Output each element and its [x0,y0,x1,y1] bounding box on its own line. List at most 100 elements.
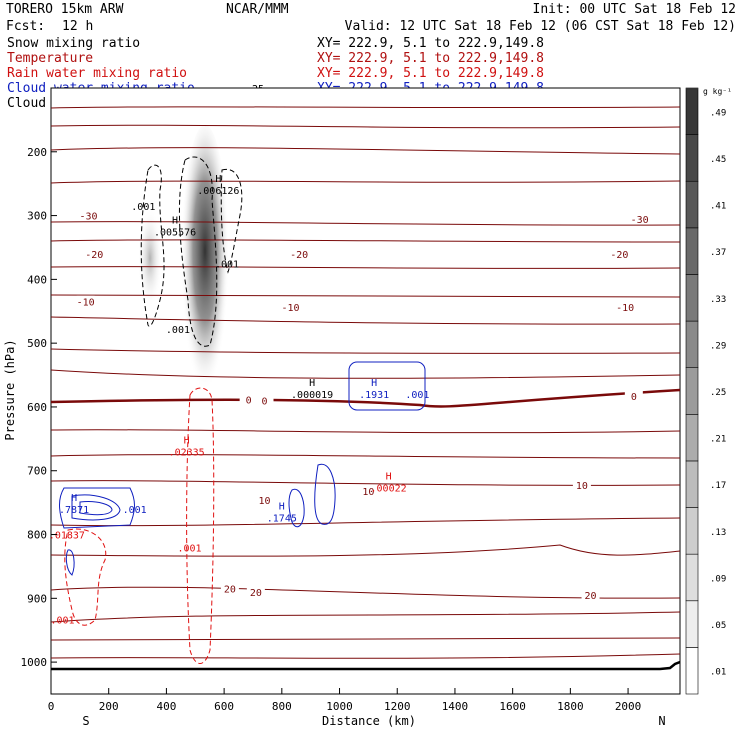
extremum-letter: H [279,501,285,512]
y-tick-label: 1000 [21,656,48,669]
isotherm-label: -10 [281,303,299,314]
rain-contour [186,387,215,664]
isotherm-line [51,454,680,459]
isotherm-label: -20 [610,250,628,261]
isotherm-label-bg [616,300,635,312]
extremum-value: .02335 [169,448,205,459]
snow-contour [140,164,165,327]
snow-contour [220,168,243,274]
colorbar-tick-label: .05 [710,621,726,631]
isotherm-line [51,429,680,434]
field-name: Snow mixing ratio [7,36,140,51]
isotherm-line [51,653,680,659]
x-tick-label: 600 [214,700,234,713]
isotherm-label: 20 [250,588,262,599]
extremum-letter: H [215,174,221,185]
isotherm-label-bg [246,585,265,597]
isotherm-label: 20 [224,585,236,596]
cloud-water-contour [59,487,135,529]
isotherm-label: -30 [631,215,649,226]
isotherm-line [51,106,680,109]
isotherm-label: 0 [631,392,637,403]
forecast-label: Fcst: [6,19,45,34]
colorbar-swatch [685,507,699,555]
temperature-isotherms [51,106,680,659]
colorbar-swatch [685,553,699,602]
extremum-value: .001 [50,615,74,626]
isotherm-label: 0 [246,395,252,406]
colorbar-tick-label: .25 [710,388,726,398]
y-tick-label: 600 [27,401,47,414]
isotherm-line [51,239,680,243]
isotherm-label: 10 [362,487,374,498]
y-axis-title: Pressure (hPa) [3,339,17,440]
field-cross-section: XY= 222.9, 5.1 to 222.9,149.8 [317,51,544,66]
extremum-letter: H [386,471,392,482]
x-tick-label: 800 [272,700,292,713]
colorbar-swatch [685,87,699,135]
isotherm-line [51,147,680,155]
isotherm-label: -10 [616,303,634,314]
north-end-label: N [658,714,665,728]
field-cross-section: XY= 222.9, 5.1 to 222.9,149.8 [317,66,544,81]
isotherm-line [51,369,680,379]
isotherm-line [51,348,680,354]
colorbar-tick-label: .21 [710,435,726,445]
extremum-value: .7871 [59,505,89,516]
isotherm-label: -20 [85,250,103,261]
colorbar-tick-label: .41 [710,202,726,212]
extremum-value: .005576 [154,228,196,239]
isotherm-line [51,266,680,269]
organization: NCAR/MMM [226,2,289,17]
init-time: Init: 00 UTC Sat 18 Feb 12 [533,2,737,17]
isotherm-label-bg [76,295,95,307]
x-tick-label: 2000 [615,700,642,713]
isotherm-label: -10 [77,298,95,309]
isotherm-label-bg [255,494,274,506]
isotherm-label-bg [290,247,309,259]
rain-contours [64,387,215,664]
colorbar-swatch [685,460,699,508]
extremum-letter: H [71,493,77,504]
colorbar-swatch [685,227,699,275]
x-axis: 0 200 400 600 800 1000 1200 1400 1600 1800 2000 [48,688,642,713]
model-title: TORERO 15km ARW [6,2,124,17]
y-tick-label: 400 [27,273,47,286]
colorbar-tick-label: .49 [710,108,726,118]
colorbar-swatch [685,274,699,322]
forecast-hours: 12 h [62,19,93,34]
isotherm-line [51,316,680,325]
colorbar-swatch [685,414,699,462]
colorbar-swatch [685,134,699,182]
freezing-level-isotherm [51,388,680,408]
colorbar-tick-label: .45 [710,155,726,165]
colorbar-tick-label: .01 [710,668,726,678]
isotherm-line [51,221,680,226]
isotherm-label-bg [581,589,600,601]
extremum-value: .01837 [49,531,85,542]
colorbar-tick-label: .09 [710,574,726,584]
colorbar-tick-label: .17 [710,481,726,491]
isotherm-label-bg [239,393,258,405]
cloud-water-contour [71,494,121,521]
field-cross-section: XY= 222.9, 5.1 to 222.9,149.8 [317,36,544,51]
south-end-label: S [82,714,89,728]
extremum-value: .006126 [197,186,239,197]
colorbar-tick-label: .13 [710,528,726,538]
extremum-letter: H [309,378,315,389]
snow-contour [178,156,218,347]
extremum-letter: H [184,436,190,447]
isotherm-label-bg [220,582,239,594]
rain-contour [64,528,107,626]
extremum-letter: H [371,378,377,389]
colorbar-swatch [685,180,699,229]
x-tick-label: 200 [99,700,119,713]
colorbar-tick-label: .37 [710,248,726,258]
colorbar: .01 .05 .09 .13 .17 .21 .25 .29 .33 .37 .41 .45 .49 [685,87,726,695]
cloud-water-contour [314,463,336,525]
extremum-value: .000019 [291,390,333,401]
isotherm-label: 10 [258,496,270,507]
isotherm-label-bg [85,247,104,259]
isotherm-label: -20 [290,250,308,261]
